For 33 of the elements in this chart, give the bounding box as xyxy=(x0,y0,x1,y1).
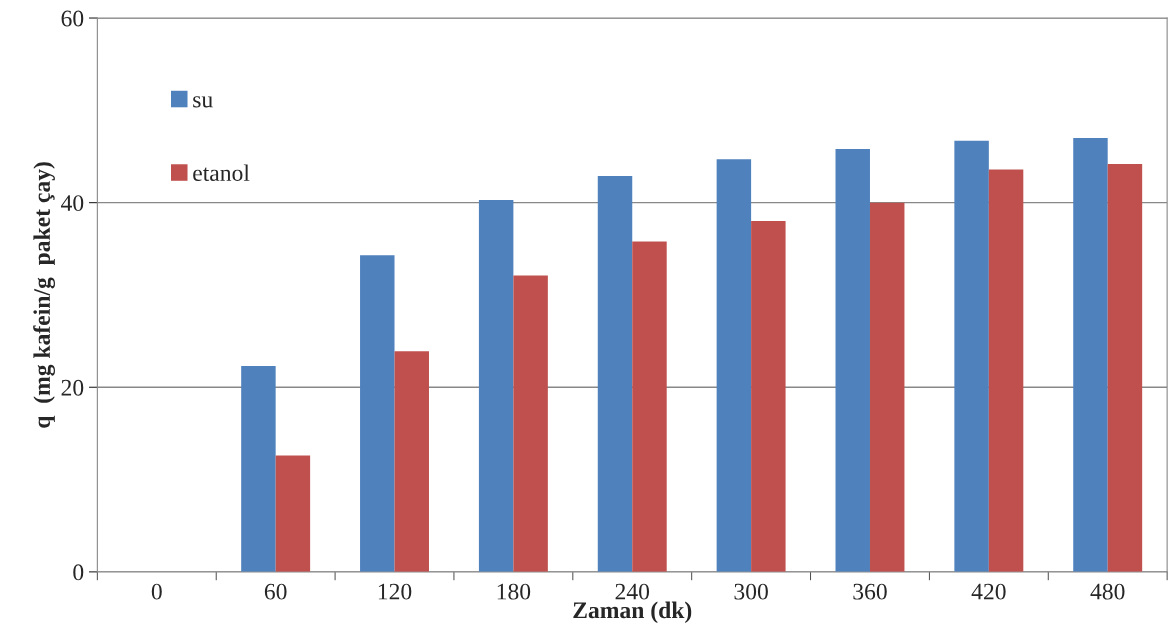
bar xyxy=(275,455,311,572)
y-tick-label: 40 xyxy=(61,195,84,212)
y-tick-label: 0 xyxy=(73,564,84,581)
x-tick-label: 0 xyxy=(151,583,162,600)
x-axis-title: Zaman (dk) xyxy=(573,601,692,624)
bar xyxy=(988,169,1024,572)
bar xyxy=(632,241,667,572)
x-tick-label: 240 xyxy=(615,583,650,600)
bar xyxy=(241,366,276,572)
bar xyxy=(1107,163,1143,572)
bar xyxy=(835,149,870,572)
x-tick-label: 180 xyxy=(497,583,531,600)
bar xyxy=(478,199,514,572)
y-tick-label: 60 xyxy=(61,10,84,27)
bar xyxy=(869,202,905,572)
bar xyxy=(394,351,429,572)
x-tick-label: 420 xyxy=(971,583,1006,600)
legend-label: etanol xyxy=(193,164,250,182)
bar xyxy=(751,221,786,572)
bar xyxy=(1073,138,1108,572)
bar xyxy=(954,140,989,572)
x-tick-label: 300 xyxy=(734,583,768,600)
x-tick-label: 120 xyxy=(378,583,412,600)
bar xyxy=(716,159,752,572)
x-tick-label: 360 xyxy=(853,583,887,600)
x-tick-label: 480 xyxy=(1090,583,1125,600)
y-tick-label: 20 xyxy=(61,379,84,396)
y-axis-title: q (mg kafein/g paket çay) xyxy=(33,162,55,428)
x-tick-label: 60 xyxy=(264,583,287,600)
bar xyxy=(513,275,548,572)
bar xyxy=(597,175,633,572)
bar xyxy=(360,255,395,572)
legend-label: su xyxy=(193,96,213,108)
